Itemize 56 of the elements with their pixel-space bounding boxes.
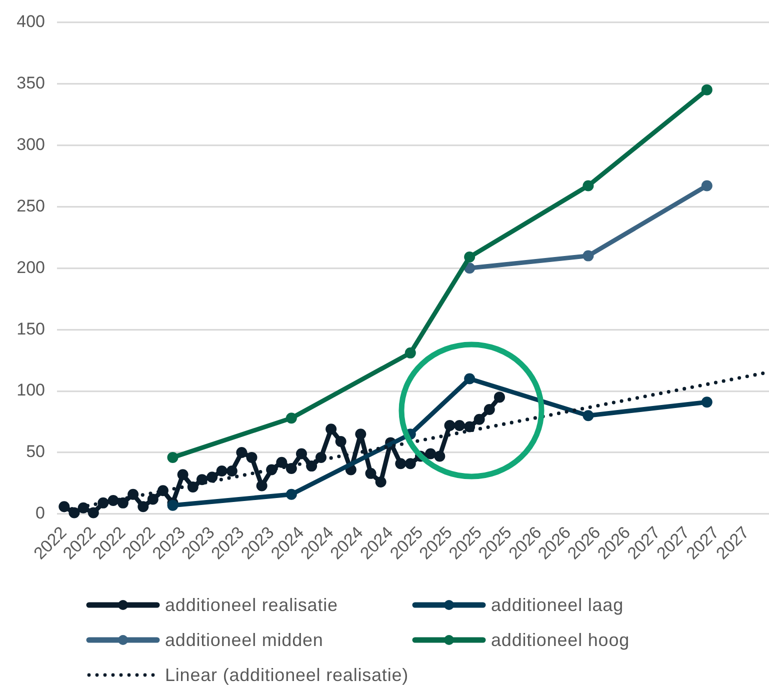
point (286, 488, 297, 500)
point (296, 448, 307, 460)
y-tick-label: 200 (16, 258, 45, 277)
point (365, 468, 376, 479)
point (464, 373, 476, 384)
point (355, 428, 366, 440)
point (494, 392, 505, 403)
legend-label: additioneel realisatie (165, 594, 338, 616)
point (177, 469, 188, 480)
y-tick-label: 50 (26, 442, 45, 462)
y-tick-label: 150 (16, 319, 45, 338)
point (246, 452, 258, 463)
point (306, 460, 318, 472)
point (147, 494, 158, 505)
point (444, 420, 456, 431)
point (326, 424, 337, 435)
point (138, 501, 149, 512)
y-tick-label: 0 (36, 504, 45, 523)
point (276, 456, 288, 468)
point (434, 450, 446, 462)
legend-label: additioneel laag (491, 594, 624, 616)
point (582, 250, 594, 262)
point (582, 410, 594, 422)
point (404, 458, 416, 470)
point (167, 452, 178, 463)
point (226, 465, 238, 476)
point (375, 476, 386, 488)
y-tick-label: 350 (16, 73, 45, 92)
point (474, 414, 485, 425)
legend-label: additioneel midden (165, 630, 324, 650)
point (484, 404, 495, 415)
point (464, 252, 476, 263)
point (701, 396, 712, 408)
legend-label: Linear (additioneel realisatie) (165, 664, 409, 685)
point (395, 458, 406, 470)
point (454, 420, 465, 431)
point (464, 421, 476, 432)
point (582, 180, 594, 192)
point (404, 347, 416, 358)
point (216, 465, 228, 476)
point (88, 507, 99, 518)
y-tick-label: 250 (16, 196, 45, 216)
point (256, 480, 268, 492)
point (335, 436, 346, 447)
y-tick-label: 400 (16, 12, 45, 31)
point (118, 497, 128, 508)
point (206, 472, 218, 483)
y-tick-label: 100 (16, 380, 45, 400)
point (425, 448, 436, 460)
y-tick-label: 300 (16, 134, 45, 154)
point (286, 412, 297, 424)
point (236, 447, 248, 458)
point (167, 500, 178, 511)
point (701, 180, 712, 192)
legend-label: additioneel hoog (491, 630, 630, 650)
point (701, 84, 712, 96)
